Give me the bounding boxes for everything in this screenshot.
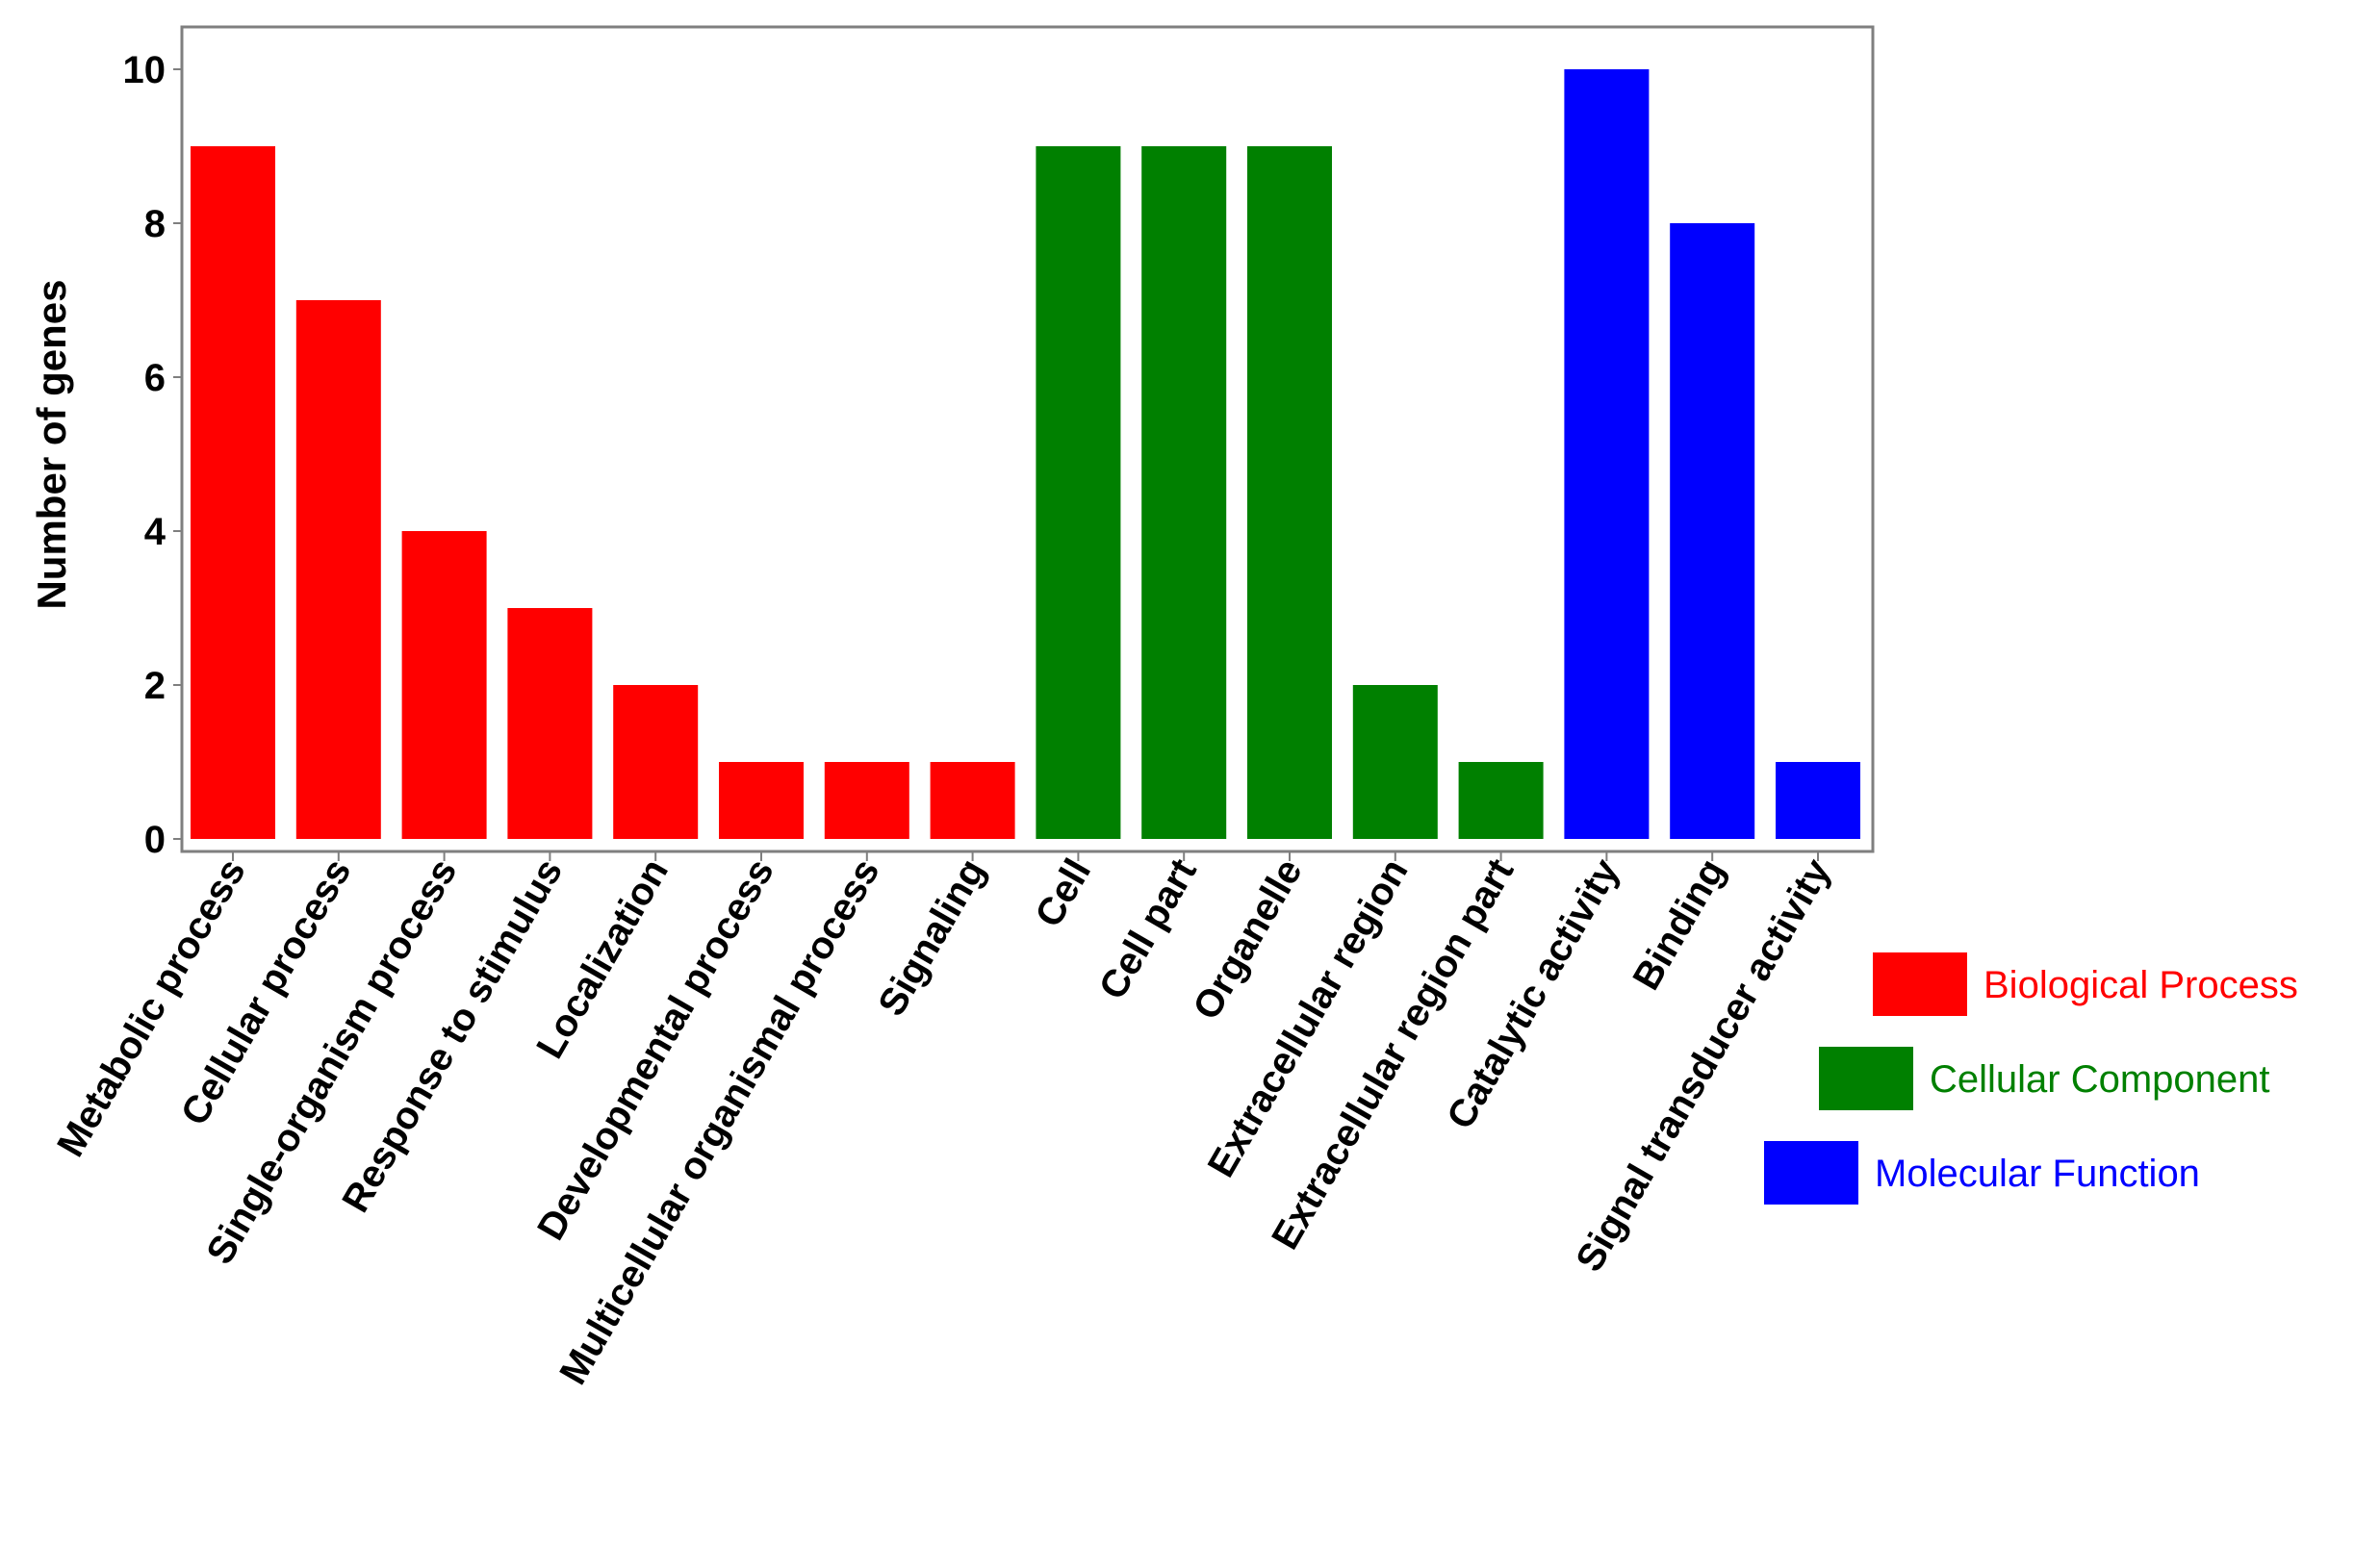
y-axis: 0 2 4 6 8 10 xyxy=(123,49,182,861)
plot-frame xyxy=(180,25,1875,853)
y-tick-label: 8 xyxy=(144,203,166,245)
y-tick-label: 0 xyxy=(144,819,166,861)
y-axis-title: Number of genes xyxy=(29,279,74,609)
bar-extracellular-region xyxy=(1352,685,1438,839)
legend: Biological Process Cellular Component Mole… xyxy=(1764,952,2298,1205)
bar-binding xyxy=(1670,223,1755,839)
bar-localization xyxy=(613,685,699,839)
legend-label: Cellular Component xyxy=(1930,1058,2270,1101)
bar-multicellular-organismal-process xyxy=(824,762,909,839)
bar-single-organism-process xyxy=(401,531,487,839)
y-tick-label: 2 xyxy=(144,665,166,707)
bars-layer xyxy=(191,69,1860,839)
legend-swatch xyxy=(1764,1141,1858,1205)
y-tick-label: 6 xyxy=(144,357,166,399)
legend-label: Biological Process xyxy=(1983,964,2298,1006)
y-tick-label: 10 xyxy=(123,49,166,91)
bar-catalytic-activity xyxy=(1564,69,1650,839)
bar-response-to-stimulus xyxy=(507,608,593,839)
x-tick-label: Cell xyxy=(1027,852,1099,935)
legend-label: Molecular Function xyxy=(1875,1153,2200,1195)
bar-metabolic-process xyxy=(191,146,275,839)
x-tick-label: Organelle xyxy=(1185,852,1310,1028)
y-tick-label: 4 xyxy=(144,511,166,553)
legend-swatch xyxy=(1873,952,1967,1016)
legend-swatch xyxy=(1819,1047,1913,1110)
bar-cell xyxy=(1036,146,1121,839)
bar-developmental-process xyxy=(719,762,804,839)
bar-signal-transducer-activity xyxy=(1776,762,1860,839)
x-tick-label: Signaling xyxy=(870,852,993,1024)
bar-organelle xyxy=(1247,146,1332,839)
bar-cell-part xyxy=(1141,146,1227,839)
bar-extracellular-region-part xyxy=(1458,762,1544,839)
x-tick-label: Metabolic process xyxy=(49,852,254,1164)
bar-cellular-process xyxy=(295,300,381,839)
x-tick-label: Cell part xyxy=(1091,852,1205,1007)
x-tick-label: Binding xyxy=(1625,852,1733,998)
x-tick-label: Extracellular region xyxy=(1200,852,1417,1184)
bar-signaling xyxy=(930,762,1015,839)
